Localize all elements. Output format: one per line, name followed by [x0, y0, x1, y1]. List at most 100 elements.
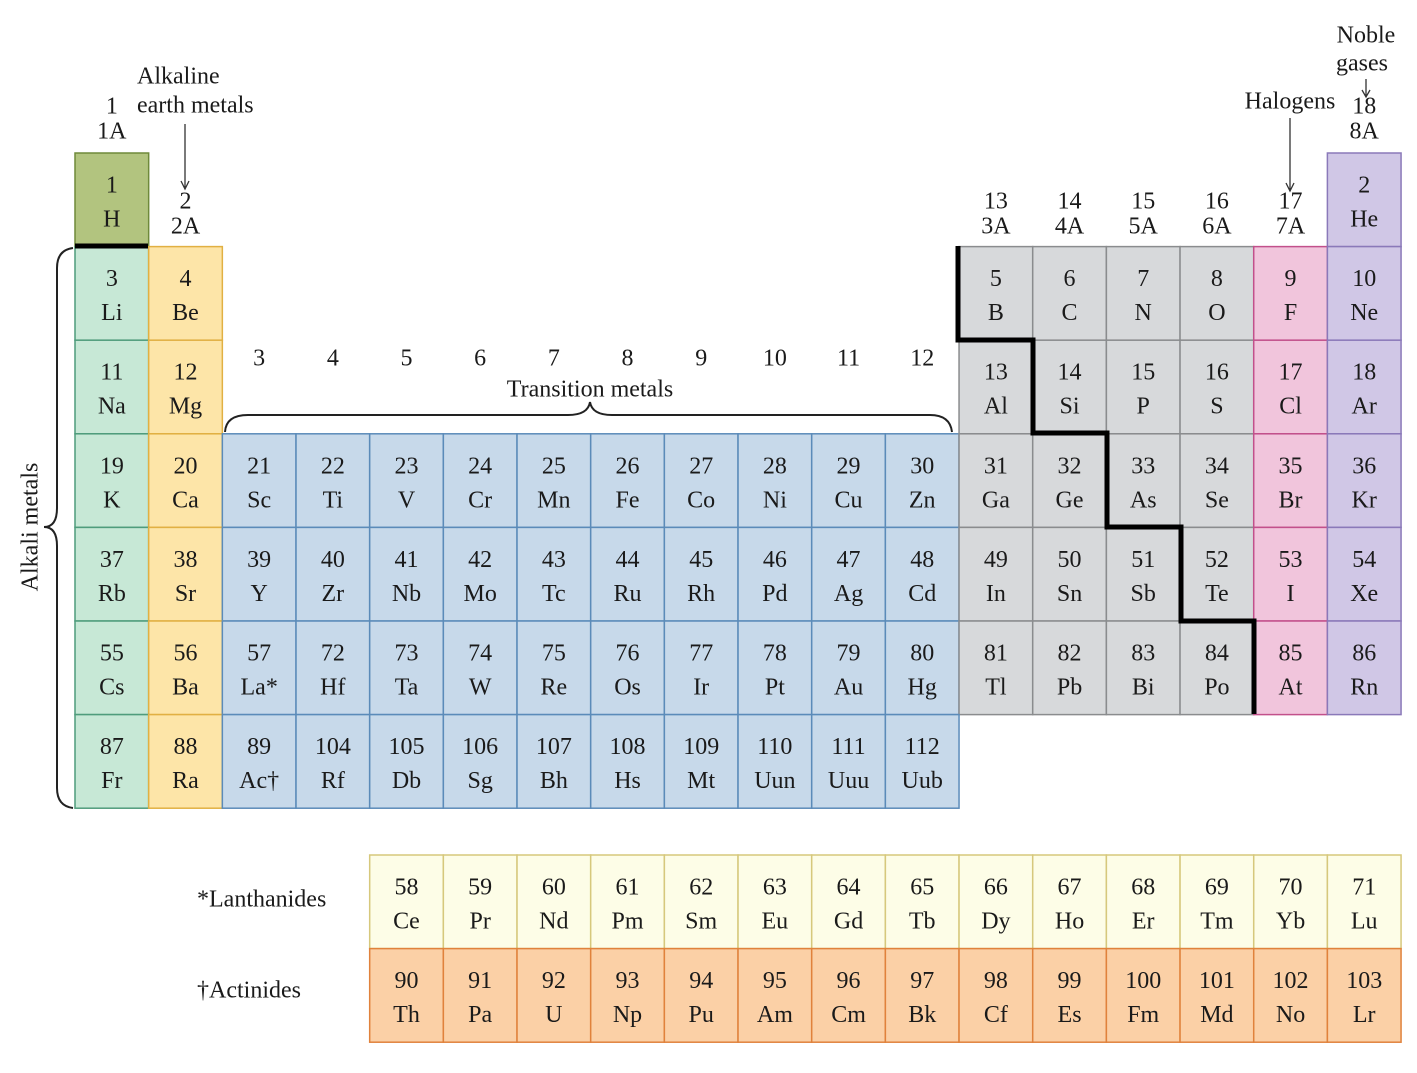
atomic-number: 59 [468, 875, 492, 901]
cell-box [1031, 339, 1108, 435]
atomic-number: 57 [247, 641, 271, 667]
atomic-number: 68 [1131, 875, 1155, 901]
atomic-number: 112 [905, 734, 940, 760]
cell-box [958, 854, 1034, 950]
atomic-number: 15 [1131, 360, 1155, 386]
annotation: Transition metals [507, 377, 673, 403]
element-cell: 7N [1105, 245, 1181, 341]
cell-box [1105, 854, 1181, 950]
atomic-number: 47 [837, 547, 861, 573]
atomic-number: 42 [468, 547, 492, 573]
element-cell: 32 Ge [1031, 433, 1108, 529]
atomic-number: 73 [395, 641, 419, 667]
atomic-number: 76 [616, 641, 640, 667]
cell-box [516, 713, 592, 809]
element-symbol: Tc [542, 581, 566, 607]
atomic-number: 58 [395, 875, 419, 901]
atomic-number: 77 [689, 641, 713, 667]
cell-box [958, 620, 1034, 716]
element-symbol: Na [98, 394, 126, 420]
element-symbol: Zn [909, 487, 936, 513]
group-number: 18 [1352, 94, 1376, 120]
element-symbol: Be [172, 300, 199, 326]
element-symbol: Lu [1351, 909, 1378, 935]
atomic-number: 50 [1058, 547, 1082, 573]
cell-box [516, 620, 592, 716]
annotation: Halogens [1245, 89, 1336, 115]
cell-box [1179, 339, 1255, 435]
atomic-number: 62 [689, 875, 713, 901]
atomic-number: 66 [984, 875, 1008, 901]
element-symbol: C [1062, 300, 1078, 326]
cell-box [958, 433, 1034, 529]
element-cell: 14 Si [1031, 339, 1108, 435]
element-cell: 42 Mo [442, 526, 518, 622]
element-symbol: In [986, 581, 1006, 607]
cell-box [737, 713, 813, 809]
element-cell: 105 Db [368, 713, 445, 809]
cell-box [663, 854, 739, 950]
atomic-number: 65 [910, 875, 934, 901]
element-cell: 79 Au [810, 620, 887, 716]
element-cell: 28 Ni [737, 433, 813, 529]
element-symbol: O [1208, 300, 1225, 326]
element-symbol: Ba [172, 675, 199, 701]
group-number: 10 [763, 346, 787, 372]
cell-box [368, 620, 445, 716]
element-cell: 23 V [368, 433, 445, 529]
element-cell: 59 Pr [442, 854, 518, 950]
element-cell: 70 Yb [1252, 854, 1329, 950]
atomic-number: 91 [468, 968, 492, 994]
element-cell: 1H [74, 152, 150, 248]
element-symbol: Ca [172, 487, 199, 513]
element-symbol: K [103, 487, 121, 513]
noble-arrow [1361, 79, 1371, 99]
group-number: 12 [910, 346, 934, 372]
atomic-number: 89 [247, 734, 271, 760]
element-cell: 43 Tc [516, 526, 592, 622]
atomic-number: 95 [763, 968, 787, 994]
element-symbol: Co [687, 487, 715, 513]
atomic-number: 61 [616, 875, 640, 901]
element-symbol: Er [1132, 909, 1155, 935]
element-symbol: Br [1279, 487, 1303, 513]
element-symbol: Fr [101, 768, 122, 794]
atomic-number: 85 [1279, 641, 1303, 667]
element-cell: 109 Mt [663, 713, 739, 809]
element-symbol: Hf [320, 675, 345, 701]
element-symbol: Sm [685, 909, 717, 935]
element-symbol: Li [101, 300, 123, 326]
cell-box [810, 854, 887, 950]
cell-box [1179, 245, 1255, 341]
atomic-number: 35 [1279, 453, 1303, 479]
element-symbol: Rb [98, 581, 126, 607]
cell-box [1105, 620, 1181, 716]
cell-box [884, 620, 960, 716]
cell-box [516, 526, 592, 622]
element-symbol: Te [1205, 581, 1229, 607]
element-symbol: Xe [1350, 581, 1378, 607]
atomic-number: 38 [174, 547, 198, 573]
cell-box [884, 713, 960, 809]
cell-box [663, 713, 739, 809]
atomic-number: 45 [689, 547, 713, 573]
cell-box [663, 526, 739, 622]
element-cell: 57 La* [221, 620, 297, 716]
element-cell: 71 Lu [1326, 854, 1402, 950]
annotation: *Lanthanides [197, 887, 326, 913]
element-symbol: Cu [835, 487, 863, 513]
element-symbol: Cr [468, 487, 492, 513]
group-number: 16 [1205, 189, 1229, 215]
cell-box [884, 433, 960, 529]
element-symbol: Mn [537, 487, 570, 513]
element-cell: 112 Uub [884, 713, 960, 809]
element-cell: 102 No [1252, 947, 1329, 1043]
cell-box [1179, 526, 1255, 622]
cell-box [1326, 620, 1402, 716]
atomic-number: 48 [910, 547, 934, 573]
element-cell: 58 Ce [368, 854, 445, 950]
element-symbol: Pu [689, 1002, 714, 1028]
cell-box [368, 947, 445, 1043]
cell-box [147, 245, 224, 341]
atomic-number: 80 [910, 641, 934, 667]
